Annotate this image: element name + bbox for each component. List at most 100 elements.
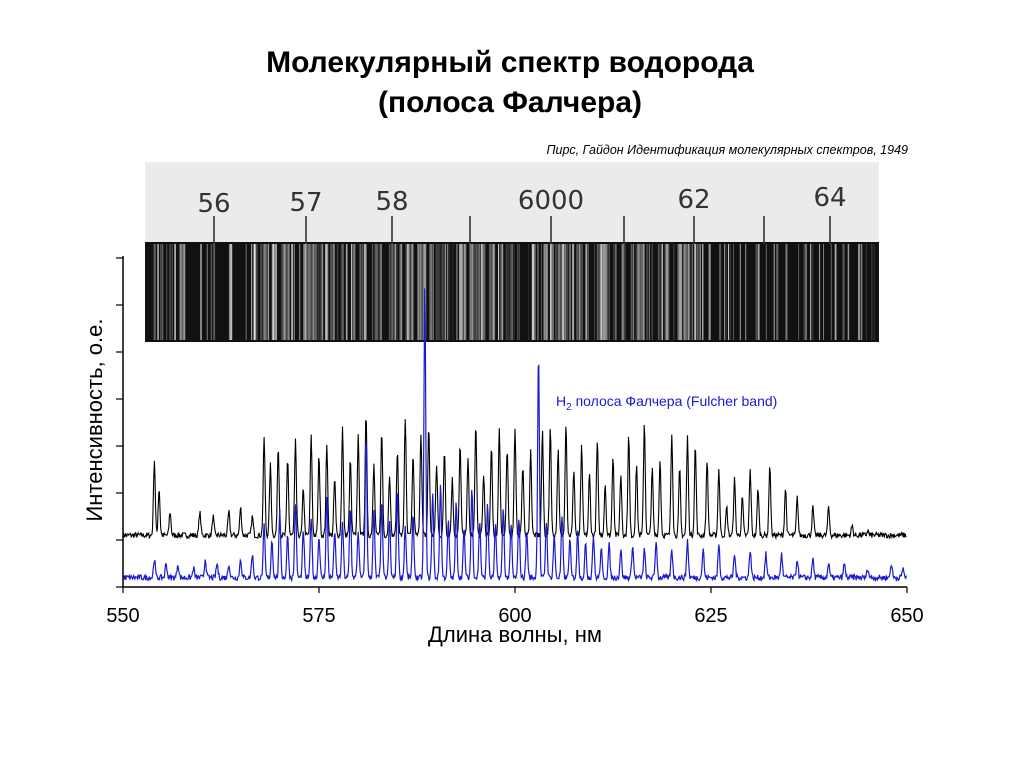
plate-line	[498, 244, 499, 340]
plate-line	[469, 244, 472, 340]
plate-line	[442, 244, 444, 340]
plate-line	[605, 244, 608, 340]
plate-line	[745, 244, 747, 340]
plate-line	[664, 244, 667, 340]
plate-line	[673, 244, 675, 340]
plate-line	[429, 244, 431, 340]
plate-line	[321, 244, 323, 340]
plate-line	[555, 244, 557, 340]
plate-line	[596, 244, 599, 340]
plate-line	[708, 244, 711, 340]
plate-line	[518, 244, 520, 340]
plate-line	[604, 244, 607, 340]
x-axis-label: Длина волны, нм	[428, 622, 602, 647]
plate-line	[280, 244, 283, 340]
plate-line	[228, 244, 231, 340]
plate-line	[598, 244, 599, 340]
plate-line	[430, 244, 433, 340]
plate-line	[513, 244, 515, 340]
plate-line	[860, 244, 863, 340]
chart-title-line1: Молекулярный спектр водорода	[266, 46, 754, 79]
x-tick-label: 600	[498, 605, 531, 627]
plate-line	[465, 244, 467, 340]
plate-line	[572, 244, 575, 340]
plate-line	[685, 244, 687, 340]
plate-line	[560, 244, 562, 340]
plate-line	[422, 244, 425, 340]
plate-line	[332, 244, 335, 340]
plate-line	[473, 244, 475, 340]
plate-line	[834, 244, 837, 340]
plate-line	[804, 244, 807, 340]
plate-line	[400, 244, 403, 340]
plate-line	[306, 244, 309, 340]
plate-label-56: 56	[197, 189, 230, 219]
plate-line	[500, 244, 503, 340]
plate-line	[819, 244, 821, 340]
plate-line	[569, 244, 571, 340]
plate-line	[409, 244, 411, 340]
plate-line	[375, 244, 378, 340]
plate-line	[262, 244, 264, 340]
plate-line	[452, 244, 454, 340]
plate-line	[798, 244, 800, 340]
plate-line	[507, 244, 510, 340]
plate-line	[288, 244, 290, 340]
plate-line	[308, 244, 310, 340]
plate-line	[340, 244, 343, 340]
plate-line	[200, 244, 202, 340]
plate-label-6000: 6000	[518, 186, 584, 216]
plate-emission-lines	[153, 244, 875, 340]
plate-line	[511, 244, 513, 340]
plate-line	[433, 244, 434, 340]
plate-line	[696, 244, 698, 340]
plate-line	[594, 244, 596, 340]
plate-line	[396, 244, 398, 340]
plate-line	[683, 244, 686, 340]
plate-line	[180, 244, 183, 340]
plate-line	[284, 244, 287, 340]
x-tick-label: 650	[890, 605, 923, 627]
plate-line	[210, 244, 213, 340]
plate-line	[160, 244, 161, 340]
plate-line	[381, 244, 382, 340]
plate-line	[585, 244, 588, 340]
plate-line	[689, 244, 691, 340]
plate-line	[292, 244, 294, 340]
plate-line	[559, 244, 560, 340]
plate-line	[286, 244, 287, 340]
plate-line	[635, 244, 637, 340]
plate-line	[687, 244, 690, 340]
plate-line	[435, 244, 438, 340]
plate-line	[482, 244, 484, 340]
plate-line	[213, 244, 216, 340]
plate-line	[633, 244, 635, 340]
plate-line	[438, 244, 441, 340]
plate-line	[639, 244, 641, 340]
plate-line	[408, 244, 411, 340]
plate-line	[256, 244, 258, 340]
plate-line	[773, 244, 775, 340]
plate-line	[421, 244, 423, 340]
plate-line	[576, 244, 578, 340]
plate-line	[325, 244, 327, 340]
plate-line	[322, 244, 324, 340]
plate-line	[355, 244, 356, 340]
plate-line	[660, 244, 663, 340]
plate-line	[418, 244, 421, 340]
source-citation: Пирс, Гайдон Идентификация молекулярных …	[546, 143, 908, 157]
plate-line	[842, 244, 845, 340]
plate-line	[388, 244, 391, 340]
plate-line	[823, 244, 824, 340]
plate-line	[336, 244, 339, 340]
plate-line	[459, 244, 461, 340]
plate-line	[440, 244, 442, 340]
plate-line	[505, 244, 507, 340]
plate-line	[608, 244, 610, 340]
plate-line	[304, 244, 306, 340]
plate-line	[326, 244, 328, 340]
plate-line	[695, 244, 697, 340]
plate-line	[412, 244, 414, 340]
plate-line	[313, 244, 315, 340]
series-line-0	[122, 419, 907, 540]
